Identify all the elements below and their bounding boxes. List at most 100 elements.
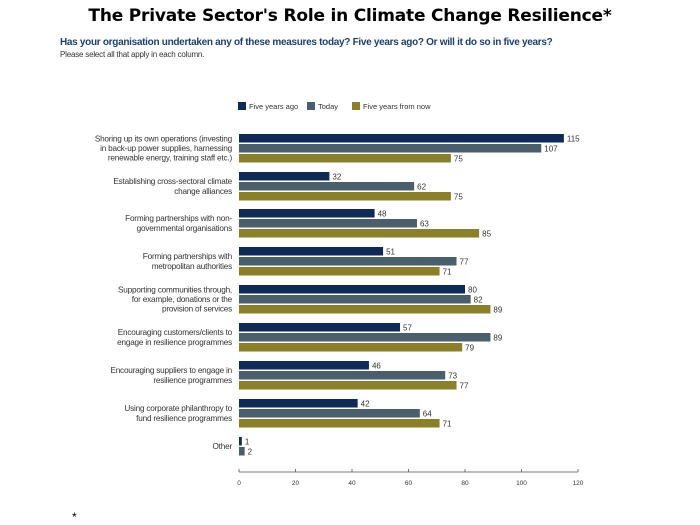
value-label: 73 (448, 372, 457, 381)
value-label: 75 (454, 193, 463, 202)
tick-label: 100 (516, 480, 527, 487)
legend-item: Today (307, 102, 338, 111)
chart-title: The Private Sector's Role in Climate Cha… (88, 6, 612, 26)
legend-item: Five years from now (352, 102, 431, 111)
value-label: 71 (443, 420, 452, 429)
bar-five-years-ago (239, 134, 564, 143)
value-label: 32 (332, 173, 341, 182)
tick-label: 0 (237, 480, 241, 487)
legend-swatch (352, 102, 360, 110)
category-group: Shoring up its own operations (investing… (95, 134, 580, 164)
category-label: for example, donations or the (132, 295, 233, 304)
value-label: 82 (474, 296, 483, 305)
category-label: provision of services (162, 305, 232, 314)
category-label: fund resilience programmes (136, 414, 232, 423)
value-label: 85 (482, 230, 491, 239)
category-group: Other 12 (213, 437, 253, 457)
value-label: 64 (423, 410, 432, 419)
category-group: Forming partnerships with non-government… (125, 209, 492, 239)
bar-today (239, 219, 417, 228)
chart-subtitle: Has your organisation undertaken any of … (60, 37, 553, 48)
bar-five-years-from-now (239, 267, 440, 276)
legend-label: Today (318, 102, 338, 111)
category-label: renewable energy, training staff etc.) (108, 154, 233, 163)
category-group: Encouraging suppliers to engage inresili… (110, 361, 469, 391)
bar-today (239, 333, 491, 342)
value-label: 71 (443, 268, 452, 277)
bar-five-years-from-now (239, 419, 440, 428)
legend-swatch (238, 102, 246, 110)
value-label: 80 (468, 286, 477, 295)
value-label: 42 (361, 400, 370, 409)
value-label: 51 (386, 248, 395, 257)
legend-label: Five years from now (363, 102, 431, 111)
category-label: change alliances (174, 187, 232, 196)
bar-five-years-ago (239, 209, 375, 218)
bar-five-years-from-now (239, 305, 491, 314)
value-label: 75 (454, 155, 463, 164)
category-label: Encouraging suppliers to engage in (110, 366, 232, 375)
footnote: * (72, 510, 77, 524)
value-label: 89 (493, 334, 502, 343)
tick-label: 40 (348, 480, 356, 487)
bar-today (239, 182, 415, 191)
category-label: resilience programmes (153, 376, 232, 385)
value-label: 107 (544, 145, 558, 154)
category-label: Establishing cross-sectoral climate (113, 177, 232, 186)
category-label: Supporting communities through, (118, 285, 232, 294)
value-label: 115 (567, 135, 580, 144)
category-label: Shoring up its own operations (investing (95, 134, 233, 143)
bar-five-years-from-now (239, 381, 457, 390)
category-group: Establishing cross-sectoral climatechang… (113, 172, 463, 202)
category-label: Other (213, 442, 233, 451)
category-label: in back-up power supplies, harnessing (100, 144, 233, 153)
category-group: Supporting communities through,for examp… (118, 285, 503, 315)
x-axis: 0 20 40 60 80 100 120 (237, 469, 584, 487)
bar-today (239, 295, 471, 304)
bar-five-years-from-now (239, 154, 451, 163)
bar-today (239, 371, 446, 380)
value-label: 63 (420, 220, 429, 229)
bar-five-years-ago (239, 437, 242, 446)
bar-today (239, 144, 542, 153)
bar-five-years-from-now (239, 343, 463, 352)
value-label: 77 (460, 382, 469, 391)
tick-label: 80 (461, 480, 469, 487)
legend: Five years ago Today Five years from now (238, 102, 431, 111)
tick-label: 60 (405, 480, 413, 487)
bar-five-years-ago (239, 247, 384, 256)
value-label: 46 (372, 362, 381, 371)
value-label: 57 (403, 324, 412, 333)
value-label: 48 (378, 210, 387, 219)
legend-label: Five years ago (249, 102, 298, 111)
category-label: engage in resilience programmes (117, 338, 232, 347)
bars: Shoring up its own operations (investing… (95, 134, 580, 457)
bar-five-years-ago (239, 285, 465, 294)
bar-today (239, 257, 457, 266)
value-label: 2 (248, 448, 253, 457)
legend-item: Five years ago (238, 102, 298, 111)
bar-five-years-ago (239, 323, 401, 332)
bar-five-years-from-now (239, 229, 480, 238)
category-label: governmental organisations (137, 224, 232, 233)
category-label: Using corporate philanthropy to (124, 404, 232, 413)
value-label: 79 (465, 344, 474, 353)
bar-five-years-ago (239, 172, 330, 181)
tick-label: 120 (573, 480, 584, 487)
legend-swatch (307, 102, 315, 110)
value-label: 89 (493, 306, 502, 315)
chart-note: Please select all that apply in each col… (60, 50, 205, 59)
bar-five-years-from-now (239, 192, 451, 201)
value-label: 62 (417, 183, 426, 192)
category-label: Forming partnerships with non- (125, 214, 232, 223)
category-label: Forming partnerships with (143, 252, 233, 261)
bar-today (239, 447, 245, 456)
bar-five-years-ago (239, 361, 369, 370)
tick-label: 20 (292, 480, 300, 487)
category-label: Encouraging customers/clients to (118, 328, 233, 337)
bar-today (239, 409, 420, 418)
